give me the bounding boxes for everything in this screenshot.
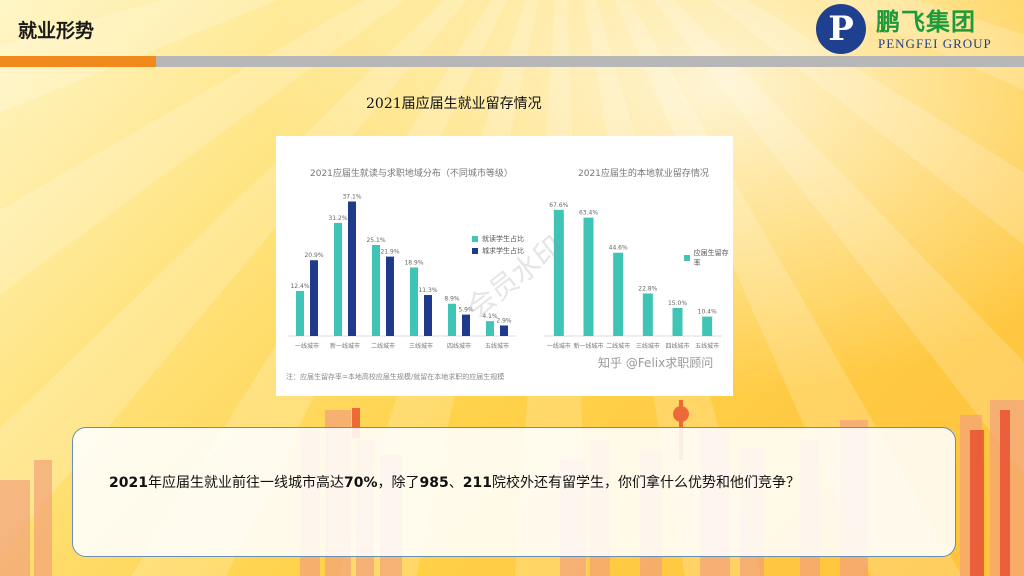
company-logo: P 鹏飞集团 PENGFEI GROUP xyxy=(816,2,1016,54)
chart-2-data-label: 67.6% xyxy=(549,202,568,209)
text-callout-box: 2021年应届生就业前往一线城市高达70%，除了985、211院校外还有留学生，… xyxy=(72,427,956,557)
chart-2-category-label: 新一线城市 xyxy=(573,342,603,350)
chart-1-data-label: 8.9% xyxy=(444,296,460,303)
chart-2-data-label: 10.4% xyxy=(698,309,717,316)
chart-1-category-label: 二线城市 xyxy=(371,342,395,350)
header-accent-bar xyxy=(0,56,156,67)
chart-1-bar xyxy=(410,267,418,336)
chart-1-legend-a: 就读学生占比 xyxy=(472,234,524,244)
chart-1-data-label: 11.3% xyxy=(418,287,437,294)
body-985: 985 xyxy=(419,475,449,491)
chart-1-data-label: 4.1% xyxy=(482,313,498,320)
chart-1-bar xyxy=(424,295,432,336)
chart-2-category-label: 二线城市 xyxy=(606,342,630,350)
chart-2-category-label: 三线城市 xyxy=(636,342,660,350)
chart-1-bar xyxy=(372,245,380,336)
chart-caption: 2021届应届生就业留存情况 xyxy=(366,96,542,112)
chart-1-bar xyxy=(386,256,394,336)
chart-1-data-label: 5.9% xyxy=(458,307,474,314)
body-part: 年应届生就业前往一线城市高达 xyxy=(147,475,344,491)
header-divider-bar xyxy=(0,56,1024,67)
chart-1-category-label: 一线城市 xyxy=(295,342,319,350)
body-part: 院校外还有留学生，你们拿什么优势和他们竞争？ xyxy=(491,475,800,491)
body-paragraph: 2021年应届生就业前往一线城市高达70%，除了985、211院校外还有留学生，… xyxy=(109,472,849,494)
body-year: 2021 xyxy=(109,475,148,491)
chart-footnote: 注：应届生留存率=本地高校应届生规模/就留在本地求职的应届生规模 xyxy=(286,373,505,381)
bar-charts: 12.4% 20.9% 一线城市 31.2% 37.1% 新一线城市 25.1% 21.9% 二… xyxy=(288,194,722,350)
chart-1-bar xyxy=(448,303,456,336)
logo-english-name: PENGFEI GROUP xyxy=(878,36,992,51)
chart-2-data-label: 63.4% xyxy=(579,210,598,217)
chart-2-title: 2021应届生的本地就业留存情况 xyxy=(578,169,709,179)
chart-1-category-label: 四线城市 xyxy=(447,342,471,350)
chart-1-category-label: 三线城市 xyxy=(409,342,433,350)
image-credit: 知乎 @Felix求职顾问 xyxy=(598,356,714,370)
chart-2-bar xyxy=(553,209,564,336)
chart-2-bar xyxy=(672,308,683,336)
chart-1-bar xyxy=(310,260,318,336)
chart-2-category-label: 五线城市 xyxy=(695,342,719,350)
chart-1-data-label: 20.9% xyxy=(304,252,323,259)
chart-2-category-label: 四线城市 xyxy=(665,342,689,350)
chart-2-legend: 应届生留存率 xyxy=(684,248,733,268)
body-part: ，除了 xyxy=(377,475,420,491)
chart-1-data-label: 18.9% xyxy=(404,259,423,266)
chart-2-bar xyxy=(642,293,653,336)
chart-1-data-label: 2.9% xyxy=(496,317,512,324)
logo-chinese-name: 鹏飞集团 xyxy=(876,7,976,36)
body-part: 、 xyxy=(448,475,463,491)
section-title: 就业形势 xyxy=(18,20,95,42)
body-percent: 70% xyxy=(343,475,378,491)
chart-1-data-label: 12.4% xyxy=(290,283,309,290)
chart-1-bar xyxy=(500,325,508,336)
chart-1-legend-b: 城求学生占比 xyxy=(472,246,524,256)
chart-1-bar xyxy=(348,201,356,336)
chart-2-data-label: 15.0% xyxy=(668,300,687,307)
chart-1-bar xyxy=(486,321,494,336)
slide-header: 就业形势 P 鹏飞集团 PENGFEI GROUP xyxy=(0,0,1024,67)
chart-2-category-label: 一线城市 xyxy=(547,342,571,350)
chart-1-data-label: 21.9% xyxy=(380,249,399,256)
logo-p-icon: P xyxy=(816,4,866,54)
chart-1-title: 2021应届生就读与求职地域分布（不同城市等级） xyxy=(310,169,513,179)
chart-2-bar xyxy=(702,316,713,336)
chart-1-category-label: 新一线城市 xyxy=(330,342,360,350)
chart-1-data-label: 37.1% xyxy=(342,194,361,201)
chart-1-bar xyxy=(334,222,342,336)
chart-1-data-label: 25.1% xyxy=(366,237,385,244)
chart-image: 2021应届生就读与求职地域分布（不同城市等级） 2021应届生的本地就业留存情… xyxy=(276,136,733,396)
chart-1-data-label: 31.2% xyxy=(328,215,347,222)
chart-1-bar xyxy=(462,314,470,336)
chart-2-bar xyxy=(583,217,594,336)
chart-1-bar xyxy=(296,291,304,336)
chart-2-bar xyxy=(613,252,624,336)
chart-2-data-label: 22.8% xyxy=(638,285,657,292)
chart-2-data-label: 44.6% xyxy=(609,245,628,252)
chart-1-category-label: 五线城市 xyxy=(485,342,509,350)
body-211: 211 xyxy=(462,475,492,491)
